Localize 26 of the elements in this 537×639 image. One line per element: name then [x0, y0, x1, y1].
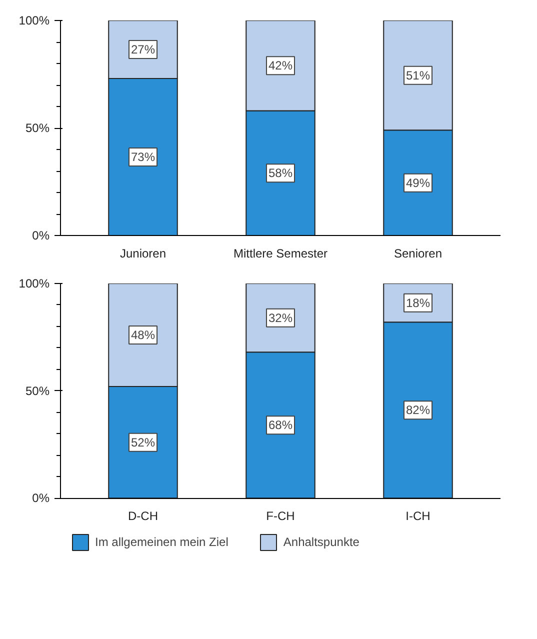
data-label: 18% — [406, 296, 430, 310]
y-tick-label: 50% — [25, 121, 50, 135]
data-label: 73% — [130, 150, 156, 164]
data-label: 52% — [130, 435, 156, 450]
data-label: 82% — [406, 403, 430, 418]
y-tick-label: 100% — [18, 14, 50, 28]
x-tick-label: Junioren — [120, 246, 166, 260]
data-label: 49% — [406, 176, 430, 190]
x-tick-label: I-CH — [406, 509, 430, 524]
y-tick-label: 100% — [18, 276, 50, 290]
data-label: 68% — [268, 418, 293, 432]
data-label: 27% — [130, 42, 156, 57]
data-label: 32% — [268, 310, 293, 325]
data-label: 42% — [268, 58, 293, 73]
y-tick-label: 0% — [32, 491, 50, 506]
x-tick-label: F-CH — [266, 509, 295, 524]
data-label: 58% — [268, 166, 293, 180]
x-tick-label: Mittlere Semester — [233, 246, 328, 260]
x-tick-label: D-CH — [128, 509, 158, 524]
x-tick-label: Senioren — [394, 246, 442, 260]
legend-label: Im allgemeinen mein Ziel — [95, 535, 228, 549]
y-tick-label: 50% — [25, 384, 50, 398]
legend-label: Anhaltspunkte — [283, 535, 360, 549]
data-label: 51% — [406, 68, 430, 82]
y-tick-label: 0% — [32, 228, 50, 242]
data-label: 48% — [130, 328, 156, 342]
